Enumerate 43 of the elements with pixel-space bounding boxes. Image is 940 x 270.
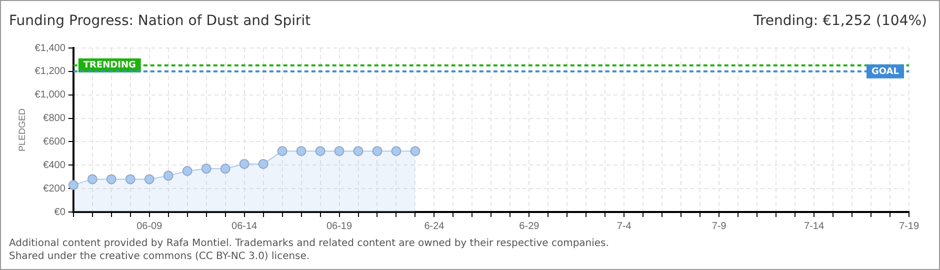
x-tick-label: 7-19 (898, 220, 920, 232)
chart-subtitle: Trending: €1,252 (104%) (753, 13, 927, 29)
x-tick-label: 06-19 (326, 220, 352, 232)
y-tick-label: €0 (54, 206, 66, 218)
point (201, 164, 212, 174)
y-tick-label: €1,000 (34, 90, 66, 101)
point (239, 158, 250, 169)
point (391, 146, 402, 156)
point (296, 146, 306, 156)
point (372, 146, 382, 156)
ref-line-label: GOAL (872, 66, 900, 77)
point (277, 146, 288, 156)
y-tick-label: €400 (43, 160, 66, 171)
y-tick-label: €1,400 (34, 42, 66, 54)
y-tick-label: €600 (43, 136, 66, 148)
point (144, 174, 154, 184)
y-tick-label: €200 (43, 183, 66, 194)
point (163, 170, 174, 181)
x-tick-label: 6-29 (519, 220, 540, 232)
y-tick-label: €800 (43, 113, 66, 124)
x-tick-label: 7-14 (804, 220, 824, 232)
ref-line-label: TRENDING (83, 60, 136, 71)
point (258, 158, 268, 169)
chart-title: Funding Progress: Nation of Dust and Spirit (9, 13, 311, 29)
point (315, 146, 326, 156)
x-tick-label: 06-09 (136, 220, 163, 232)
x-tick-label: 6-24 (424, 220, 445, 232)
point (182, 166, 192, 176)
point (106, 174, 116, 184)
point (334, 146, 344, 156)
point (220, 164, 230, 174)
x-tick-label: 06-14 (232, 220, 258, 232)
point (353, 146, 364, 156)
point (68, 180, 78, 190)
y-tick-label: €1,200 (34, 66, 66, 78)
text: Additional content provided by Rafa Montiel. Trademarks and related content are owned by their respective companies. (9, 237, 609, 250)
x-tick-label: 7-4 (616, 220, 632, 232)
text: Shared under the creative commons (CC BY-NC 3.0) license. (9, 250, 311, 263)
point (87, 174, 98, 184)
x-tick-label: 7-9 (712, 220, 727, 232)
y-axis-title: PLEDGED (16, 108, 27, 152)
point (125, 174, 136, 184)
point (410, 146, 420, 156)
